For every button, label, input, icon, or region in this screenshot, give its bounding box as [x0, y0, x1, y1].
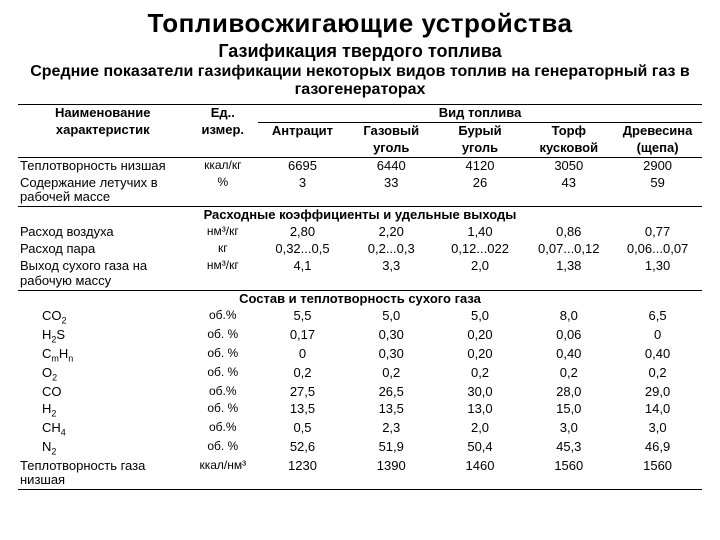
gasification-table: НаименованиеЕд..Вид топливахарактеристик…	[18, 104, 702, 491]
col-header-fuel-group: Вид топлива	[258, 104, 702, 122]
table-row: Теплотворность низшая	[18, 157, 187, 174]
section-header-2: Расходные коэффициенты и удельные выходы	[18, 207, 702, 224]
page-description: Средние показатели газификации некоторых…	[18, 63, 702, 100]
page-subtitle: Газификация твердого топлива	[18, 41, 702, 62]
fuel-header-0: Антрацит	[258, 122, 347, 139]
fuel-header-2: Бурый	[436, 122, 525, 139]
col-header-unit: Ед..	[187, 104, 258, 122]
table-row: Содержание летучих в рабочей массе	[18, 175, 187, 207]
col-header-name: Наименование	[18, 104, 187, 122]
section-header-3: Состав и теплотворность сухого газа	[18, 291, 702, 308]
fuel-header-1: Газовый	[347, 122, 436, 139]
page-title: Топливосжигающие устройства	[18, 8, 702, 39]
fuel-header-4: Древесина	[613, 122, 702, 139]
fuel-header-3: Торф	[524, 122, 613, 139]
